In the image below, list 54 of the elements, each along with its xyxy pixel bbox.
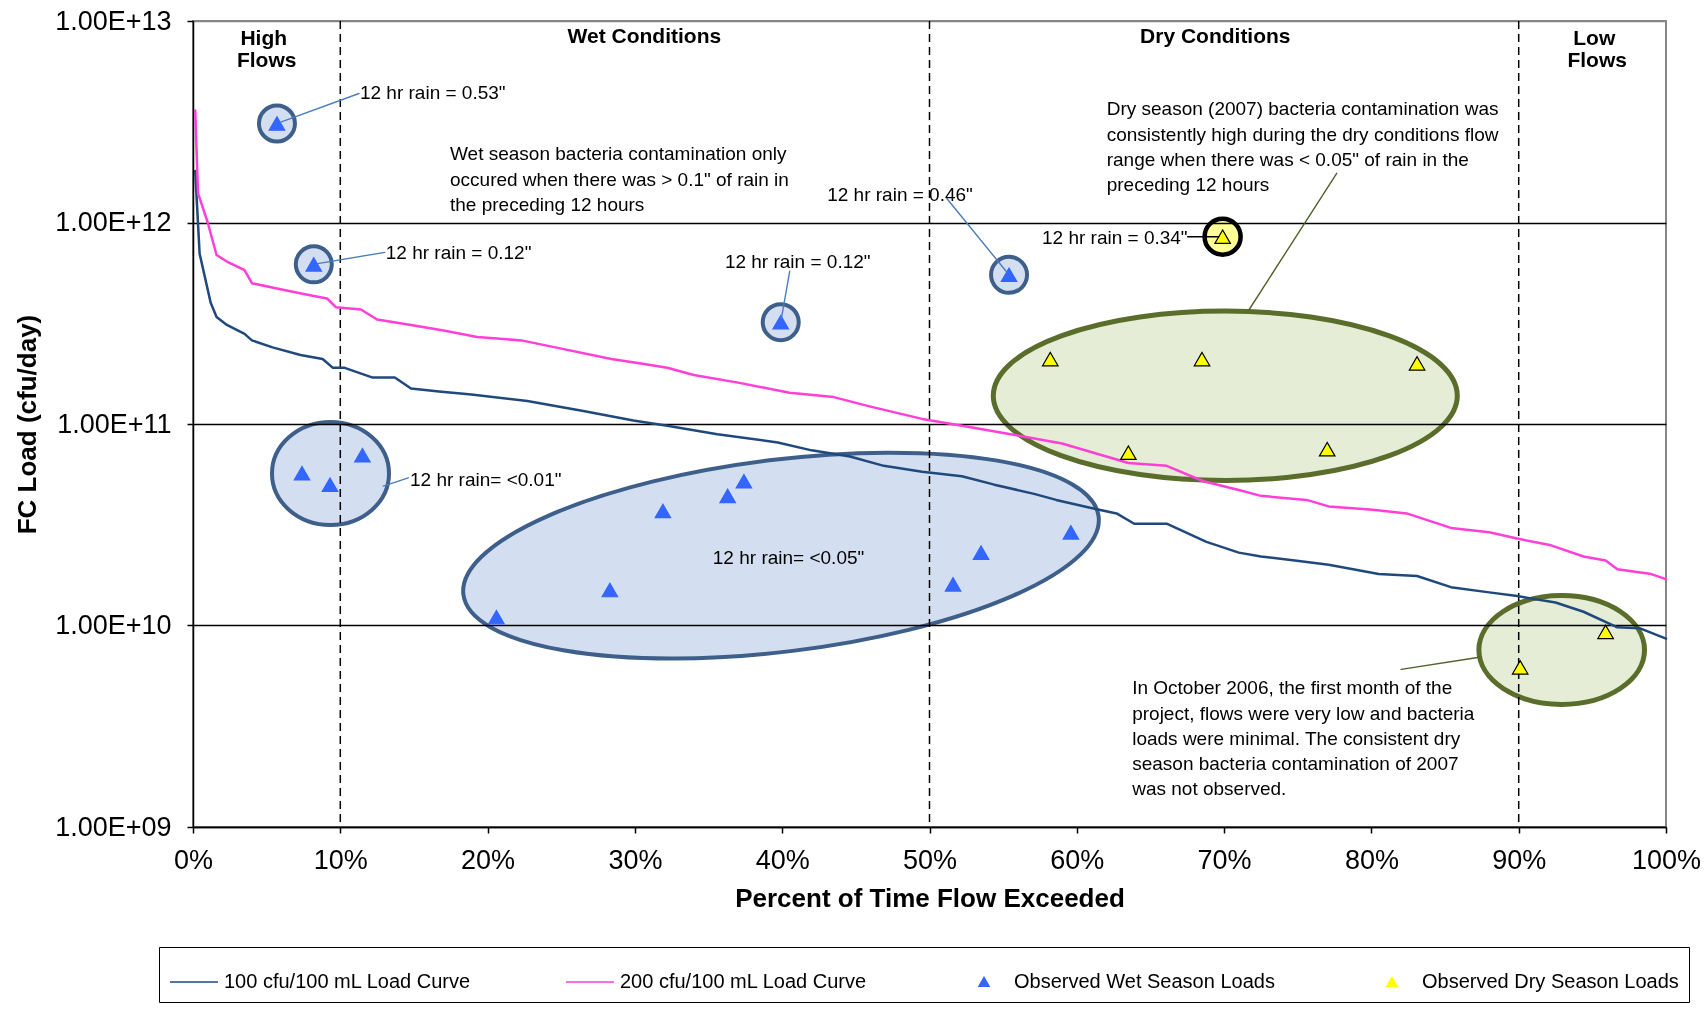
point (488, 609, 505, 625)
x-axis-title: Percent of Time Flow Exceeded (735, 882, 1125, 913)
annotation: 12 hr rain = 0.34" (1041, 226, 1188, 248)
annotation: 12 hr rain= <0.01" (410, 468, 562, 490)
annotation: 12 hr rain = 0.12" (385, 241, 532, 263)
x-tick-label: 30% (608, 844, 663, 875)
legend-label: 100 cfu/100 mL Load Curve (224, 970, 471, 992)
point (654, 503, 672, 519)
annotation: 12 hr rain = 0.53" (359, 81, 506, 103)
annotation: Wet season bacteria contamination only occured when there was > 0.1" of rain in the preceding 12 hours (450, 142, 795, 215)
annotation: Low Flows (1567, 25, 1627, 71)
annotation: Wet Conditions (567, 23, 722, 47)
point (1120, 445, 1137, 461)
x-tick-label: 40% (755, 844, 810, 875)
legend-label: Observed Dry Season Loads (1422, 970, 1679, 992)
legend-label: 200 cfu/100 mL Load Curve (620, 970, 867, 992)
x-tick-label: 90% (1492, 844, 1547, 875)
point (1408, 356, 1426, 371)
point (735, 473, 753, 489)
point (944, 577, 962, 592)
point (972, 545, 990, 560)
x-tick-label: 20% (461, 844, 516, 875)
annotation: 12 hr rain= <0.05" (712, 546, 865, 568)
y-tick-label: 1.00E+13 (55, 5, 172, 36)
point (321, 477, 339, 492)
annotation: Dry Conditions (1140, 23, 1291, 47)
x-tick-label: 70% (1197, 844, 1252, 875)
y-tick-label: 1.00E+09 (55, 811, 172, 842)
annotation: Dry season (2007) bacteria contamination was consistently high during the dry conditions flow range when there was < 0.05" of rain in the preceding 12 hours (1106, 97, 1504, 195)
point (354, 447, 371, 463)
x-tick-label: 60% (1050, 844, 1105, 875)
y-tick-label: 1.00E+12 (55, 207, 172, 237)
point (293, 465, 311, 481)
annotation: 12 hr rain = 0.12" (724, 250, 871, 272)
y-tick-label: 1.00E+11 (57, 408, 172, 439)
x-tick-label: 80% (1344, 844, 1399, 875)
point (719, 488, 737, 504)
legend-label: Observed Wet Season Loads (1014, 970, 1275, 992)
y-tick-label: 1.00E+10 (55, 610, 172, 640)
point (601, 582, 619, 598)
annotation: High Flows (236, 25, 297, 71)
point (1193, 351, 1211, 367)
point (1318, 441, 1336, 457)
y-axis-title: FC Load (cfu/day) (12, 314, 43, 535)
annotation: 12 hr rain = 0.46" (827, 183, 973, 205)
point (1597, 624, 1614, 640)
x-tick-label: 50% (902, 844, 958, 875)
point (1062, 525, 1080, 540)
point (1511, 660, 1529, 675)
x-tick-label: 0% (173, 844, 214, 875)
x-tick-label: 10% (313, 844, 368, 875)
annotation: In October 2006, the first month of the project, flows were very low and bacteria loads were minimal. The consistent dry season bacteria contamination of 2007 was not observed. (1131, 676, 1480, 799)
point (1041, 351, 1059, 367)
x-tick-label: 100% (1631, 844, 1702, 875)
